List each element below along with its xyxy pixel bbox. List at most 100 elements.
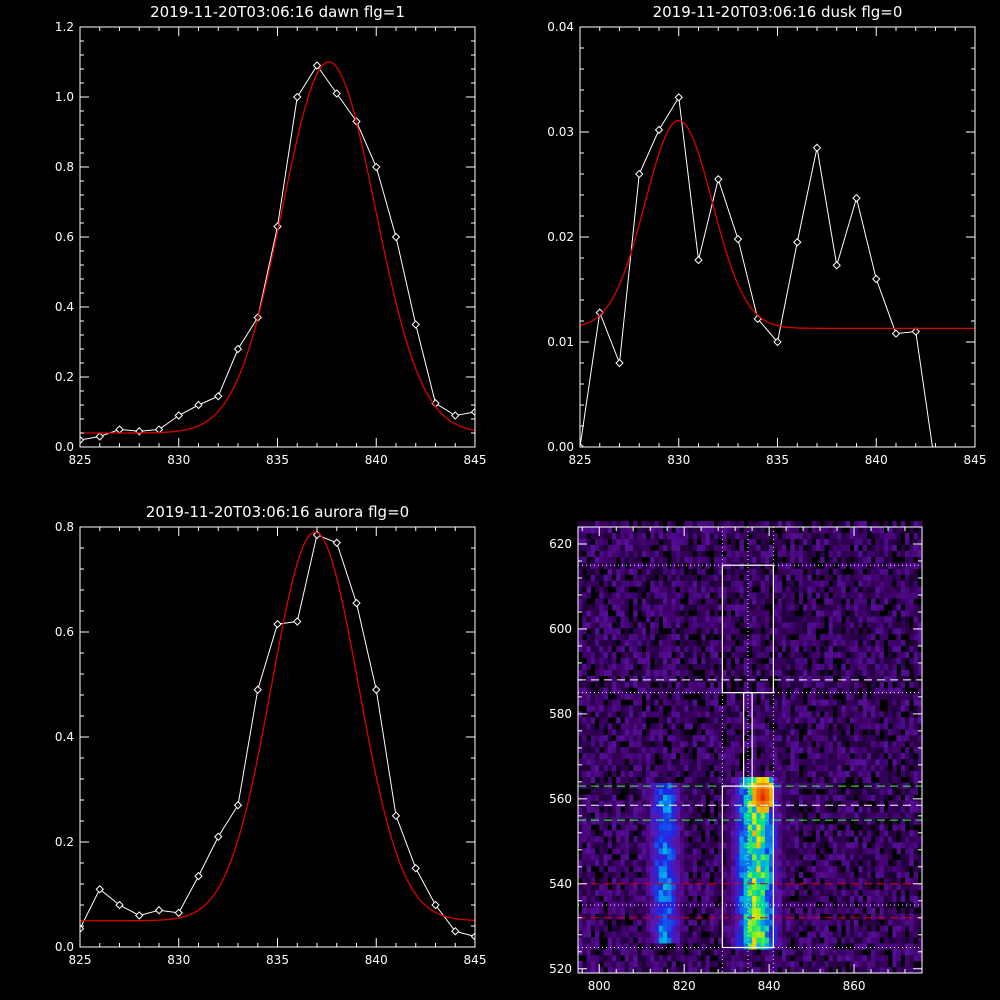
heatmap-cell	[841, 877, 846, 885]
heatmap-cell	[662, 758, 668, 766]
heatmap-cell	[764, 883, 770, 890]
heatmap-cell	[662, 955, 668, 962]
heatmap-cell	[726, 812, 732, 819]
heatmap-cell	[777, 818, 783, 825]
heatmap-cell	[718, 794, 723, 801]
heatmap-cell	[730, 854, 736, 861]
heatmap-cell	[667, 776, 672, 783]
heatmap-cell	[599, 687, 604, 694]
heatmap-cell	[743, 919, 749, 926]
heatmap-cell	[713, 592, 719, 599]
heatmap-cell	[917, 741, 923, 748]
heatmap-cell	[650, 729, 655, 736]
heatmap-cell	[671, 800, 676, 807]
heatmap-cell	[743, 836, 749, 843]
heatmap-cell	[803, 580, 808, 587]
heatmap-cell	[849, 640, 855, 647]
heatmap-cell	[730, 592, 736, 599]
heatmap-cell	[641, 580, 647, 587]
heatmap-cell	[879, 640, 884, 647]
heatmap-cell	[667, 919, 672, 926]
heatmap-cell	[684, 925, 689, 932]
heatmap-cell	[798, 634, 804, 641]
data-point-marker	[635, 169, 644, 179]
heatmap-cell	[654, 824, 659, 831]
heatmap-cell	[671, 717, 676, 724]
y-tick-label: 0.2	[55, 370, 74, 384]
heatmap-cell	[769, 753, 774, 760]
heatmap-cell	[722, 961, 727, 968]
heatmap-cell	[701, 925, 706, 932]
heatmap-cell	[718, 854, 723, 861]
heatmap-cell	[900, 628, 906, 635]
heatmap-cell	[688, 854, 693, 861]
heatmap-cell	[709, 640, 715, 647]
heatmap-cell	[688, 949, 693, 956]
heatmap-cell	[637, 806, 642, 813]
heatmap-cell	[633, 883, 638, 890]
heatmap-cell	[692, 836, 698, 843]
heatmap-cell	[769, 758, 774, 766]
heatmap-cell	[726, 967, 732, 974]
x-tick-label: 845	[464, 453, 487, 467]
heatmap-cell	[790, 913, 795, 920]
heatmap-cell	[917, 657, 923, 664]
heatmap-cell	[794, 919, 800, 926]
heatmap-cell	[824, 651, 829, 659]
heatmap-cell	[858, 770, 863, 777]
heatmap-cell	[875, 693, 880, 700]
heatmap-cell	[730, 824, 736, 831]
heatmap-cell	[837, 622, 842, 629]
heatmap-cell	[794, 693, 800, 700]
heatmap-cell	[871, 645, 876, 653]
heatmap-cell	[675, 860, 681, 867]
heatmap-cell	[760, 770, 766, 777]
heatmap-cell	[773, 818, 778, 825]
heatmap-cell	[607, 622, 613, 629]
heatmap-cell	[858, 645, 863, 653]
heatmap-cell	[590, 610, 596, 617]
heatmap-cell	[650, 931, 655, 938]
heatmap-cell	[786, 586, 791, 593]
heatmap-cell	[811, 580, 817, 587]
heatmap-cell	[582, 729, 587, 736]
heatmap-cell	[607, 836, 613, 843]
heatmap-cell	[679, 651, 685, 659]
heatmap-cell	[743, 901, 749, 908]
heatmap-cell	[688, 794, 693, 801]
heatmap-cell	[713, 693, 719, 700]
heatmap-cell	[667, 788, 672, 795]
heatmap-cell	[837, 871, 842, 879]
data-point-marker	[115, 900, 124, 910]
heatmap-cell	[803, 824, 808, 831]
heatmap-cell	[671, 634, 676, 641]
heatmap-cell	[599, 741, 604, 748]
heatmap-cell	[900, 931, 906, 938]
heatmap-cell	[701, 747, 706, 754]
heatmap-cell	[650, 919, 655, 926]
heatmap-cell	[820, 735, 825, 742]
heatmap-cell	[828, 931, 834, 938]
heatmap-cell	[739, 604, 744, 611]
heatmap-cell	[807, 592, 812, 599]
heatmap-cell	[713, 794, 719, 801]
heatmap-cell	[620, 711, 625, 718]
heatmap-cell	[654, 675, 659, 682]
heatmap-cell	[624, 949, 630, 956]
heatmap-cell	[726, 735, 732, 742]
heatmap-cell	[718, 919, 723, 926]
heatmap-cell	[629, 735, 634, 742]
heatmap-cell	[722, 723, 727, 730]
heatmap-cell	[671, 747, 676, 754]
heatmap-cell	[820, 889, 825, 896]
data-point-marker	[451, 411, 460, 420]
heatmap-cell	[586, 741, 591, 748]
heatmap-cell	[875, 610, 880, 617]
heatmap-cell	[781, 723, 787, 730]
heatmap-cell	[633, 907, 638, 914]
heatmap-cell	[692, 955, 698, 962]
heatmap-cell	[590, 788, 596, 795]
heatmap-cell	[650, 925, 655, 932]
heatmap-cell	[641, 818, 647, 825]
heatmap-cell	[675, 818, 681, 825]
